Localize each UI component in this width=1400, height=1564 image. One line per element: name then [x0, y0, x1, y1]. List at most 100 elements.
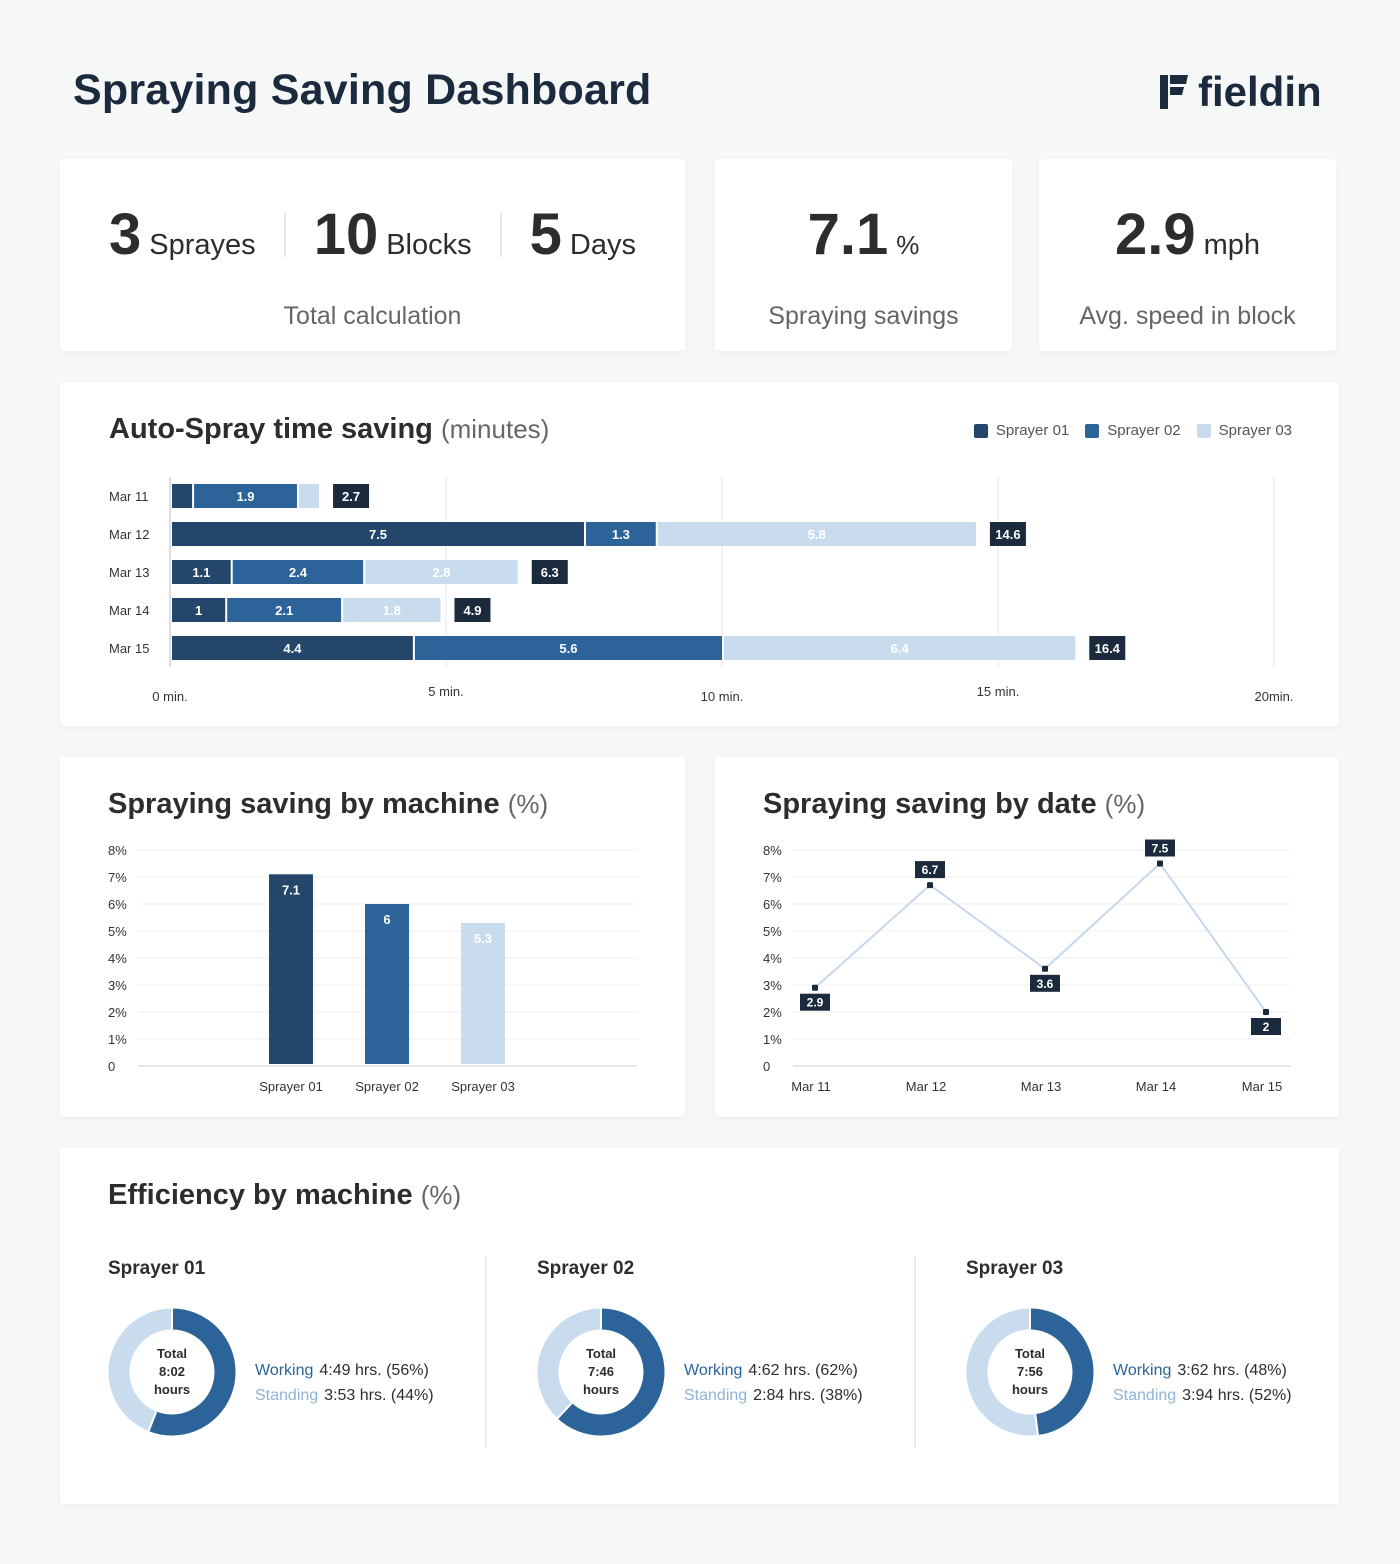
bar-segment-label: 2.8 [432, 565, 450, 580]
bar-segment-label: 1.8 [383, 603, 401, 618]
kpi-blocks-value: 10 [313, 202, 379, 267]
y-tick-label: 7% [108, 870, 127, 885]
divider [485, 1256, 487, 1448]
efficiency-sprayer-01: Sprayer 01 Total 8:02 hours Working 4:49 … [108, 1258, 434, 1436]
y-tick-label: 0 [763, 1059, 770, 1074]
total-label: 14.6 [995, 527, 1020, 542]
machine-name: Sprayer 03 [966, 1258, 1064, 1279]
bar-segment [586, 522, 656, 546]
kpi-savings-caption: Spraying savings [768, 302, 959, 330]
kpi-savings-value: 7.1 [807, 202, 889, 267]
divider [914, 1256, 916, 1448]
y-tick-label: 6% [763, 897, 782, 912]
donut-separator [1034, 1414, 1039, 1436]
legend-item-sprayer-02: Sprayer 02 [1085, 422, 1181, 439]
machine-name: Sprayer 01 [108, 1258, 206, 1279]
y-tick-label: 2% [763, 1005, 782, 1020]
data-point [927, 882, 933, 889]
total-unit: hours [1011, 1382, 1049, 1397]
y-tick-label: 4% [108, 951, 127, 966]
data-point [1042, 965, 1048, 972]
standing-label: Standing [684, 1387, 748, 1404]
y-tick-label: 2% [108, 1005, 127, 1020]
fieldin-logo: fieldin [1160, 68, 1322, 116]
standing-value: 3:53 hrs. (44%) [324, 1387, 434, 1404]
y-category-label: Mar 11 [109, 489, 149, 504]
donut: Total 7:56 hours [966, 1308, 1094, 1436]
bar-segment-label: 2.4 [289, 565, 308, 580]
logo-text: fieldin [1198, 68, 1322, 115]
kpi-sprayers-value: 3 [109, 202, 142, 267]
legend-swatch [1196, 423, 1211, 438]
working-label: Working [255, 1362, 314, 1379]
total-label: Total [156, 1346, 188, 1361]
chart-title-text: Spraying saving by date [763, 788, 1097, 820]
data-label-badge [800, 993, 830, 1011]
x-tick-label: 5 min. [428, 684, 463, 699]
donut-separator [147, 1411, 158, 1432]
data-point [812, 984, 818, 991]
y-tick-label: 1% [108, 1032, 127, 1047]
x-category-label: Mar 11 [791, 1079, 831, 1094]
total-badge [454, 598, 491, 622]
y-category-label: Mar 15 [109, 641, 149, 656]
divider [499, 212, 502, 257]
data-label: 6.7 [922, 863, 939, 877]
y-tick-label: 8% [108, 843, 127, 858]
legend-label: Sprayer 03 [1218, 422, 1292, 439]
kpi-speed-caption: Avg. speed in block [1079, 302, 1296, 330]
total-label: 6.3 [541, 565, 559, 580]
legend-item-sprayer-01: Sprayer 01 [973, 422, 1070, 439]
kpi-savings-card: 7.1 % Spraying savings [715, 159, 1012, 351]
kpi-blocks-unit: Blocks [386, 229, 472, 261]
bar-segment [298, 484, 320, 508]
kpi-sprayers-unit: Sprayes [149, 229, 256, 261]
y-category-label: Mar 13 [109, 565, 149, 580]
date-saving-title: Spraying saving by date (%) [763, 788, 1145, 821]
x-category-label: Sprayer 03 [451, 1079, 515, 1094]
chart-title-text: Auto-Spray time saving [109, 413, 433, 445]
bar-segment [172, 598, 226, 622]
donut-center: Total 7:56 hours [966, 1308, 1094, 1436]
total-badge [531, 560, 568, 584]
x-category-label: Sprayer 01 [259, 1079, 323, 1094]
working-value: 4:62 hrs. (62%) [748, 1362, 858, 1379]
y-tick-label: 3% [763, 978, 782, 993]
kpi-total-caption: Total calculation [283, 302, 462, 330]
standing-value: 2:84 hrs. (38%) [753, 1387, 863, 1404]
legend-swatch [973, 423, 988, 438]
data-label: 3.6 [1037, 977, 1054, 991]
x-category-label: Mar 12 [906, 1079, 946, 1094]
kpi-total-card: 3 Sprayes 10 Blocks 5 Days Total calcula… [60, 159, 685, 351]
donut-chart [108, 1308, 236, 1436]
y-tick-label: 5% [763, 924, 782, 939]
bar-segment [414, 636, 722, 660]
kpi-days-unit: Days [569, 229, 636, 261]
bar-segment [172, 636, 413, 660]
bar-segment-label: 1.9 [236, 489, 254, 504]
chart-title-text: Efficiency by machine [108, 1179, 413, 1211]
machine-saving-chart: 0 1% 2% 3% 4% 5% 6% 7% 8% 7.1 Sprayer 01 6 Sprayer 0… [108, 843, 637, 1094]
donut-center: Total 8:02 hours [108, 1308, 236, 1436]
y-tick-label: 3% [108, 978, 127, 993]
bar-segment-label: 4.4 [283, 641, 302, 656]
auto-spray-card: Auto-Spray time saving (minutes) Sprayer… [60, 382, 1339, 726]
efficiency-sprayer-03: Sprayer 03 Total 7:56 hours Working 3:62 … [966, 1258, 1292, 1436]
total-label: Total [585, 1346, 617, 1361]
bar-value-label: 6 [383, 912, 390, 927]
y-tick-label: 8% [763, 843, 782, 858]
donut-chart [537, 1308, 665, 1436]
bar-segment [365, 560, 518, 584]
legend-label: Sprayer 01 [995, 422, 1070, 439]
data-label-badge [1145, 839, 1175, 857]
donut-separator [556, 1402, 573, 1419]
total-unit: hours [153, 1382, 191, 1397]
bar-segment-label: 2.1 [275, 603, 293, 618]
data-label: 2 [1263, 1020, 1270, 1034]
bar-segment-label: 1 [195, 603, 202, 618]
auto-spray-chart: 0 min. 5 min. 10 min. 15 min. 20min. Mar 11 1.… [109, 477, 1294, 704]
data-label-badge [1030, 974, 1060, 992]
total-value: 7:46 [587, 1364, 615, 1379]
bar-segment [172, 560, 231, 584]
efficiency-card: Efficiency by machine (%) Sprayer 01 Tot… [60, 1148, 1339, 1504]
